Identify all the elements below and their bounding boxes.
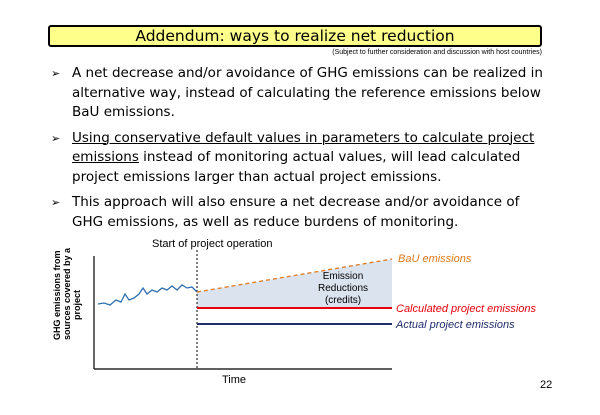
bullet-item: ➢ This approach will also ensure a net d…	[51, 193, 551, 232]
actual-legend-label: Actual project emissions	[395, 319, 515, 331]
reductions-label-line-1: Emission	[323, 271, 364, 282]
slide-title: Addendum: ways to realize net reduction	[48, 25, 542, 47]
y-axis-label: GHG emissions from sources covered by a …	[52, 247, 82, 340]
y-axis-label-line-2: sources covered by a	[62, 247, 72, 340]
page-number: 22	[540, 379, 553, 391]
bullet-item: ➢ A net decrease and/or avoidance of GHG…	[51, 64, 551, 123]
y-axis-label-line-1: GHG emissions from	[52, 250, 62, 340]
bullet-list: ➢ A net decrease and/or avoidance of GHG…	[51, 64, 551, 238]
bullet-item: ➢ Using conservative default values in p…	[51, 129, 551, 188]
emission-reductions-area	[197, 259, 392, 308]
calculated-legend-label: Calculated project emissions	[396, 303, 537, 315]
bullet-text: instead of monitoring actual values, wil…	[72, 149, 521, 185]
bullet-text: A net decrease and/or avoidance of GHG e…	[72, 65, 543, 120]
emissions-diagram: Start of project operation Emission Redu…	[52, 238, 537, 386]
y-axis-label-line-3: project	[72, 290, 82, 320]
reductions-label-line-2: Reductions	[318, 283, 368, 294]
project-start-label: Start of project operation	[152, 238, 272, 250]
bau-legend-label: BaU emissions	[398, 253, 472, 265]
slide-subtitle: (Subject to further consideration and di…	[332, 49, 542, 56]
historical-emissions-line	[97, 284, 198, 306]
x-axis-label: Time	[222, 374, 246, 386]
arrow-bullet-icon: ➢	[51, 67, 61, 80]
bullet-text: This approach will also ensure a net dec…	[72, 194, 520, 230]
bullet-underlined-text: Using conservative default values in par…	[72, 129, 535, 166]
arrow-bullet-icon: ➢	[51, 131, 61, 145]
arrow-bullet-icon: ➢	[51, 196, 61, 209]
reductions-label-line-3: (credits)	[325, 295, 361, 306]
bau-emissions-line	[196, 258, 393, 293]
